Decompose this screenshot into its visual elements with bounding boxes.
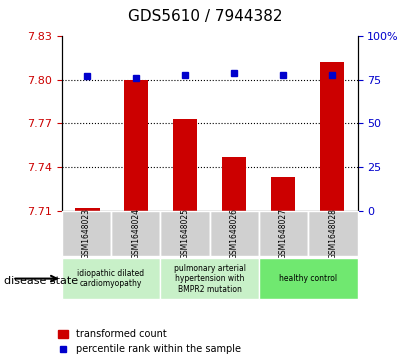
FancyBboxPatch shape <box>160 211 210 256</box>
Text: GDS5610 / 7944382: GDS5610 / 7944382 <box>128 9 283 24</box>
FancyBboxPatch shape <box>259 211 308 256</box>
Text: GSM1648024: GSM1648024 <box>131 208 140 259</box>
Text: GSM1648028: GSM1648028 <box>328 208 337 259</box>
Bar <box>75 208 99 211</box>
Text: GSM1648027: GSM1648027 <box>279 208 288 259</box>
Text: GSM1648026: GSM1648026 <box>230 208 239 259</box>
Legend: transformed count, percentile rank within the sample: transformed count, percentile rank withi… <box>54 326 245 358</box>
FancyBboxPatch shape <box>62 258 160 299</box>
FancyBboxPatch shape <box>62 211 111 256</box>
Text: pulmonary arterial
hypertension with
BMPR2 mutation: pulmonary arterial hypertension with BMP… <box>173 264 246 294</box>
FancyBboxPatch shape <box>111 211 160 256</box>
FancyBboxPatch shape <box>308 211 358 256</box>
FancyBboxPatch shape <box>259 258 358 299</box>
Bar <box>271 177 295 211</box>
FancyBboxPatch shape <box>160 258 259 299</box>
Bar <box>222 157 246 211</box>
FancyBboxPatch shape <box>210 211 259 256</box>
Bar <box>173 119 197 211</box>
Text: GSM1648025: GSM1648025 <box>180 208 189 259</box>
Text: disease state: disease state <box>4 276 78 286</box>
Text: healthy control: healthy control <box>279 274 337 283</box>
Text: idiopathic dilated
cardiomyopathy: idiopathic dilated cardiomyopathy <box>77 269 145 288</box>
Bar <box>124 80 148 211</box>
Text: GSM1648023: GSM1648023 <box>82 208 91 259</box>
Bar <box>320 62 344 211</box>
